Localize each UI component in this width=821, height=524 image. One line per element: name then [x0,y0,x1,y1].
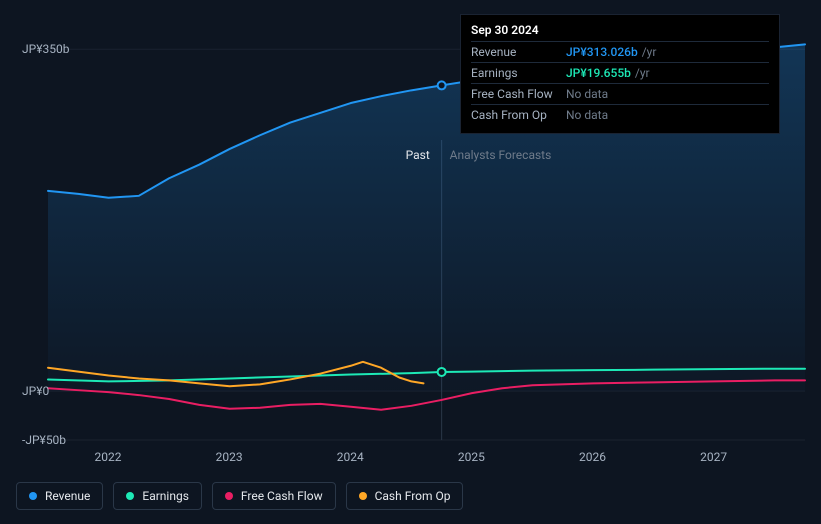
tooltip-row-label: Earnings [471,66,566,80]
tooltip-row-unit: /yr [642,45,657,59]
tooltip-row-value: No data [566,87,608,101]
tooltip-date: Sep 30 2024 [471,23,769,37]
chart-legend: Revenue Earnings Free Cash Flow Cash From O… [16,482,463,510]
x-tick-label: 2026 [579,450,606,464]
forecast-label: Analysts Forecasts [450,148,552,162]
tooltip-row-label: Free Cash Flow [471,87,566,101]
tooltip-row: EarningsJP¥19.655b/yr [471,62,769,83]
tooltip-row-value: JP¥313.026b [566,45,638,59]
legend-item-earnings[interactable]: Earnings [113,482,202,510]
x-tick-label: 2024 [337,450,364,464]
legend-item-label: Cash From Op [375,489,451,503]
y-tick-label: -JP¥50b [22,433,66,447]
x-tick-label: 2023 [216,450,243,464]
legend-swatch-icon [29,492,37,500]
legend-item-label: Free Cash Flow [241,489,323,503]
tooltip-row: Cash From OpNo data [471,104,769,125]
tooltip-row-value: JP¥19.655b [566,66,631,80]
tooltip-row-unit: /yr [635,66,650,80]
chart-tooltip: Sep 30 2024 RevenueJP¥313.026b/yrEarning… [460,14,780,134]
legend-item-revenue[interactable]: Revenue [16,482,103,510]
tooltip-row: Free Cash FlowNo data [471,83,769,104]
tooltip-row-label: Cash From Op [471,108,566,122]
legend-item-label: Revenue [45,489,90,503]
past-label: Past [406,148,430,162]
legend-swatch-icon [359,492,367,500]
tooltip-row-value: No data [566,108,608,122]
x-tick-label: 2027 [700,450,727,464]
tooltip-row-label: Revenue [471,45,566,59]
x-tick-label: 2022 [95,450,122,464]
legend-item-free_cash_flow[interactable]: Free Cash Flow [212,482,336,510]
legend-swatch-icon [225,492,233,500]
legend-item-label: Earnings [142,489,189,503]
x-tick-label: 2025 [458,450,485,464]
y-tick-label: JP¥0 [22,384,49,398]
legend-swatch-icon [126,492,134,500]
y-tick-label: JP¥350b [22,42,69,56]
chart-root: JP¥350b JP¥0 -JP¥50b 2022 2023 2024 2025… [0,0,821,524]
legend-item-cash_from_op[interactable]: Cash From Op [346,482,464,510]
tooltip-row: RevenueJP¥313.026b/yr [471,41,769,62]
